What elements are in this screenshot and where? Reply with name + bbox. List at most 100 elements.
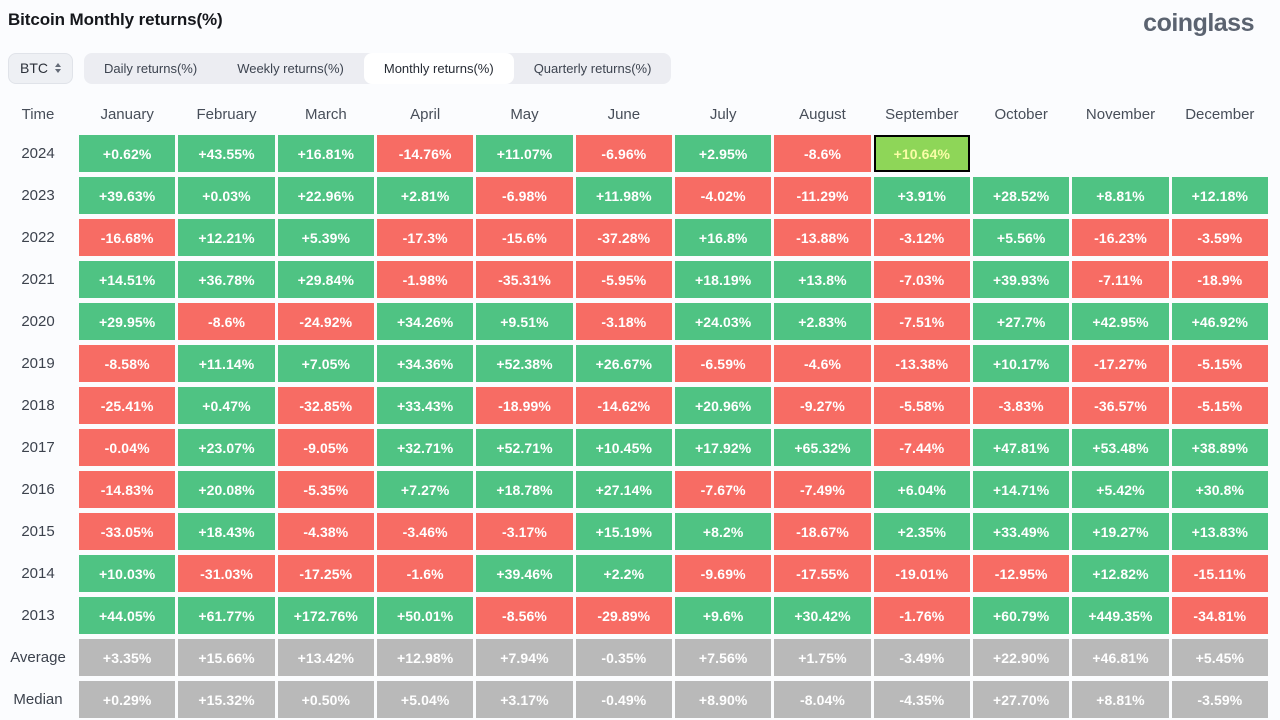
return-cell-2020-march: -24.92%: [277, 303, 374, 340]
return-cell-2013-july: +9.6%: [675, 597, 772, 634]
controls-bar: BTC Daily returns(%) Weekly returns(%) Mon…: [8, 52, 1280, 84]
return-cell-2018-august: -9.27%: [774, 387, 871, 424]
row-label-2017: 2017: [21, 439, 55, 456]
column-header-january: January: [100, 105, 154, 123]
return-cell-2018-november: -36.57%: [1072, 387, 1169, 424]
row-label-2015: 2015: [21, 523, 55, 540]
return-cell-2017-june: +10.45%: [575, 429, 672, 466]
page-title: Bitcoin Monthly returns(%): [8, 10, 223, 29]
return-cell-median-february: +15.32%: [178, 681, 275, 718]
return-cell-average-april: +12.98%: [377, 639, 474, 676]
return-cell-2016-november: +5.42%: [1072, 471, 1169, 508]
tab-weekly-returns[interactable]: Weekly returns(%): [217, 53, 364, 84]
return-cell-average-january: +3.35%: [79, 639, 176, 676]
return-cell-2023-april: +2.81%: [377, 177, 474, 214]
return-cell-2022-december: -3.59%: [1171, 219, 1268, 256]
return-cell-2019-january: -8.58%: [79, 345, 176, 382]
return-cell-2022-october: +5.56%: [973, 219, 1070, 256]
row-label-2014: 2014: [21, 565, 55, 582]
return-cell-median-july: +8.90%: [675, 681, 772, 718]
return-cell-2021-november: -7.11%: [1072, 261, 1169, 298]
return-cell-2017-may: +52.71%: [476, 429, 573, 466]
return-cell-2018-december: -5.15%: [1171, 387, 1268, 424]
return-cell-2015-march: -4.38%: [277, 513, 374, 550]
time-column-header: Time: [21, 105, 55, 123]
return-cell-2016-december: +30.8%: [1171, 471, 1268, 508]
return-cell-2014-september: -19.01%: [873, 555, 970, 592]
tab-quarterly-returns[interactable]: Quarterly returns(%): [514, 53, 672, 84]
return-cell-2015-june: +15.19%: [575, 513, 672, 550]
return-cell-2021-september: -7.03%: [873, 261, 970, 298]
row-label-2022: 2022: [21, 229, 55, 246]
row-label-2013: 2013: [21, 607, 55, 624]
return-cell-2013-january: +44.05%: [79, 597, 176, 634]
return-cell-average-march: +13.42%: [277, 639, 374, 676]
return-cell-median-march: +0.50%: [277, 681, 374, 718]
return-cell-2019-july: -6.59%: [675, 345, 772, 382]
return-cell-2015-november: +19.27%: [1072, 513, 1169, 550]
symbol-select[interactable]: BTC: [8, 52, 73, 84]
returns-tabs: Daily returns(%) Weekly returns(%) Monthly…: [84, 52, 672, 84]
return-cell-2021-march: +29.84%: [277, 261, 374, 298]
return-cell-2014-february: -31.03%: [178, 555, 275, 592]
return-cell-2015-may: -3.17%: [476, 513, 573, 550]
column-header-november: November: [1085, 105, 1156, 123]
return-cell-2016-september: +6.04%: [873, 471, 970, 508]
row-label-2018: 2018: [21, 397, 55, 414]
return-cell-2020-october: +27.7%: [973, 303, 1070, 340]
return-cell-2024-march: +16.81%: [277, 135, 374, 172]
sort-arrows-icon: [55, 63, 61, 73]
return-cell-2013-october: +60.79%: [973, 597, 1070, 634]
return-cell-2019-march: +7.05%: [277, 345, 374, 382]
row-label-median: Median: [13, 691, 63, 708]
symbol-select-label: BTC: [20, 60, 48, 76]
return-cell-2024-january: +0.62%: [79, 135, 176, 172]
column-header-april: April: [410, 105, 441, 123]
return-cell-average-september: -3.49%: [873, 639, 970, 676]
return-cell-2023-october: +28.52%: [973, 177, 1070, 214]
return-cell-average-february: +15.66%: [178, 639, 275, 676]
row-label-2024: 2024: [21, 145, 55, 162]
return-cell-2019-april: +34.36%: [377, 345, 474, 382]
return-cell-2024-july: +2.95%: [675, 135, 772, 172]
return-cell-2015-april: -3.46%: [377, 513, 474, 550]
return-cell-2019-december: -5.15%: [1171, 345, 1268, 382]
return-cell-2017-october: +47.81%: [973, 429, 1070, 466]
return-cell-2013-february: +61.77%: [178, 597, 275, 634]
return-cell-2014-march: -17.25%: [277, 555, 374, 592]
return-cell-2019-june: +26.67%: [575, 345, 672, 382]
return-cell-median-august: -8.04%: [774, 681, 871, 718]
return-cell-2013-september: -1.76%: [873, 597, 970, 634]
column-header-december: December: [1185, 105, 1255, 123]
return-cell-2018-may: -18.99%: [476, 387, 573, 424]
return-cell-2022-march: +5.39%: [277, 219, 374, 256]
return-cell-2017-february: +23.07%: [178, 429, 275, 466]
column-header-september: September: [885, 105, 959, 123]
column-header-may: May: [510, 105, 539, 123]
return-cell-2020-april: +34.26%: [377, 303, 474, 340]
return-cell-2017-march: -9.05%: [277, 429, 374, 466]
return-cell-2024-april: -14.76%: [377, 135, 474, 172]
return-cell-2020-june: -3.18%: [575, 303, 672, 340]
return-cell-2016-february: +20.08%: [178, 471, 275, 508]
return-cell-average-may: +7.94%: [476, 639, 573, 676]
return-cell-2020-august: +2.83%: [774, 303, 871, 340]
return-cell-2013-december: -34.81%: [1171, 597, 1268, 634]
tab-daily-returns[interactable]: Daily returns(%): [84, 53, 217, 84]
return-cell-2024-november: [1072, 135, 1168, 172]
return-cell-2022-august: -13.88%: [774, 219, 871, 256]
return-cell-2019-may: +52.38%: [476, 345, 573, 382]
row-label-2021: 2021: [21, 271, 55, 288]
return-cell-2017-november: +53.48%: [1072, 429, 1169, 466]
return-cell-2023-november: +8.81%: [1072, 177, 1169, 214]
return-cell-2019-october: +10.17%: [973, 345, 1070, 382]
return-cell-average-november: +46.81%: [1072, 639, 1169, 676]
tab-monthly-returns[interactable]: Monthly returns(%): [363, 52, 514, 84]
return-cell-2022-june: -37.28%: [575, 219, 672, 256]
return-cell-2018-june: -14.62%: [575, 387, 672, 424]
return-cell-2014-august: -17.55%: [774, 555, 871, 592]
return-cell-2017-december: +38.89%: [1171, 429, 1268, 466]
return-cell-2023-july: -4.02%: [675, 177, 772, 214]
return-cell-2016-june: +27.14%: [575, 471, 672, 508]
column-header-june: June: [607, 105, 641, 123]
